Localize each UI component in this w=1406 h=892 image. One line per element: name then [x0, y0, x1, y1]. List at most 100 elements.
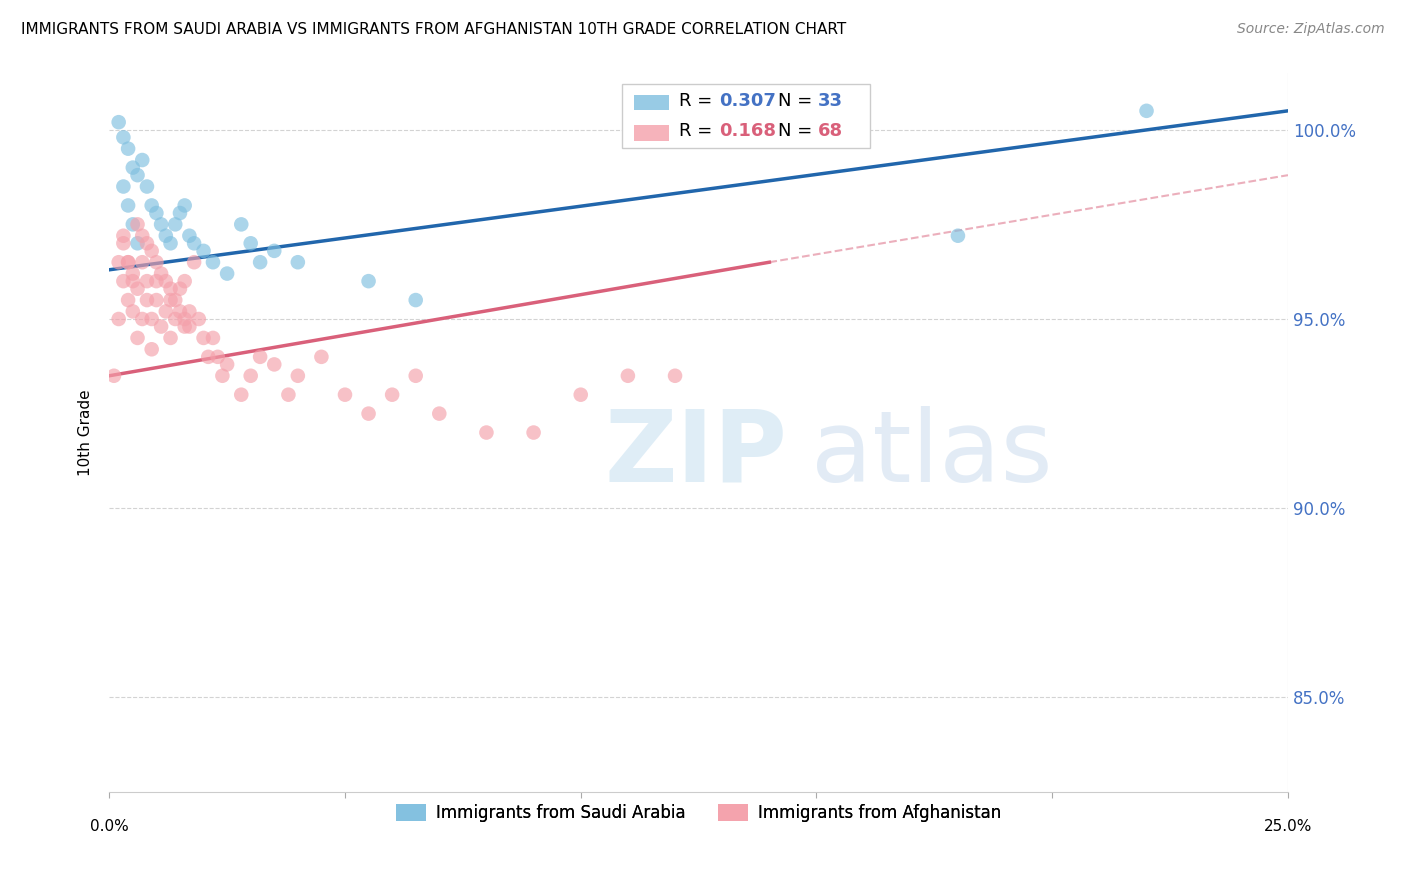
Point	[207, 350, 229, 364]
Point	[150, 218, 173, 232]
FancyBboxPatch shape	[621, 84, 869, 148]
Point	[179, 304, 201, 318]
Point	[231, 387, 253, 401]
Point	[193, 331, 215, 345]
Point	[201, 331, 224, 345]
Legend: Immigrants from Saudi Arabia, Immigrants from Afghanistan: Immigrants from Saudi Arabia, Immigrants…	[389, 797, 1008, 829]
Point	[141, 198, 163, 212]
Point	[112, 228, 135, 243]
Point	[127, 331, 149, 345]
Point	[169, 282, 191, 296]
Point	[287, 368, 309, 383]
Text: N =: N =	[778, 92, 818, 110]
Point	[159, 331, 181, 345]
Point	[617, 368, 640, 383]
Text: 0.0%: 0.0%	[90, 819, 128, 834]
Point	[112, 236, 135, 251]
Point	[121, 161, 143, 175]
Point	[159, 293, 181, 307]
Text: 0.307: 0.307	[718, 92, 776, 110]
Point	[159, 282, 181, 296]
Point	[103, 368, 125, 383]
Point	[357, 274, 380, 288]
Bar	[634, 95, 669, 111]
Point	[145, 274, 167, 288]
Point	[165, 293, 187, 307]
Point	[239, 368, 262, 383]
Point	[131, 228, 153, 243]
Point	[150, 319, 173, 334]
Point	[141, 343, 163, 357]
Point	[197, 350, 219, 364]
Text: 33: 33	[818, 92, 842, 110]
Point	[165, 218, 187, 232]
Text: R =: R =	[679, 122, 717, 140]
Point	[249, 255, 271, 269]
Point	[179, 228, 201, 243]
Point	[112, 130, 135, 145]
Point	[187, 312, 209, 326]
Point	[117, 198, 139, 212]
Point	[131, 153, 153, 167]
Text: ZIP: ZIP	[605, 406, 787, 502]
Text: 0.168: 0.168	[718, 122, 776, 140]
Point	[405, 368, 427, 383]
Point	[112, 179, 135, 194]
Text: R =: R =	[679, 92, 717, 110]
Point	[117, 293, 139, 307]
Point	[121, 267, 143, 281]
Point	[173, 319, 195, 334]
Point	[121, 304, 143, 318]
Point	[141, 244, 163, 258]
Y-axis label: 10th Grade: 10th Grade	[79, 389, 93, 475]
Point	[569, 387, 592, 401]
Point	[127, 168, 149, 182]
Point	[155, 304, 177, 318]
Point	[136, 274, 159, 288]
Point	[107, 115, 129, 129]
Point	[131, 255, 153, 269]
Point	[249, 350, 271, 364]
Point	[405, 293, 427, 307]
Point	[173, 274, 195, 288]
Point	[107, 255, 129, 269]
Point	[201, 255, 224, 269]
Point	[150, 267, 173, 281]
Point	[427, 407, 450, 421]
Point	[475, 425, 498, 440]
Point	[263, 358, 285, 372]
Point	[263, 244, 285, 258]
Point	[173, 312, 195, 326]
Point	[173, 198, 195, 212]
Point	[287, 255, 309, 269]
Point	[145, 255, 167, 269]
Text: N =: N =	[778, 122, 818, 140]
Point	[239, 236, 262, 251]
Point	[136, 236, 159, 251]
Point	[131, 312, 153, 326]
Point	[145, 206, 167, 220]
Point	[169, 206, 191, 220]
Point	[193, 244, 215, 258]
Point	[381, 387, 404, 401]
Point	[277, 387, 299, 401]
Point	[127, 236, 149, 251]
Point	[159, 236, 181, 251]
Point	[121, 218, 143, 232]
Text: 68: 68	[818, 122, 842, 140]
Point	[145, 293, 167, 307]
Point	[211, 368, 233, 383]
Point	[523, 425, 546, 440]
Point	[127, 218, 149, 232]
Point	[121, 274, 143, 288]
Point	[1135, 103, 1157, 118]
Point	[217, 358, 239, 372]
Text: IMMIGRANTS FROM SAUDI ARABIA VS IMMIGRANTS FROM AFGHANISTAN 10TH GRADE CORRELATI: IMMIGRANTS FROM SAUDI ARABIA VS IMMIGRAN…	[21, 22, 846, 37]
Point	[217, 267, 239, 281]
Text: 25.0%: 25.0%	[1264, 819, 1312, 834]
Point	[311, 350, 333, 364]
Point	[183, 255, 205, 269]
Text: Source: ZipAtlas.com: Source: ZipAtlas.com	[1237, 22, 1385, 37]
Bar	[634, 125, 669, 141]
Point	[183, 236, 205, 251]
